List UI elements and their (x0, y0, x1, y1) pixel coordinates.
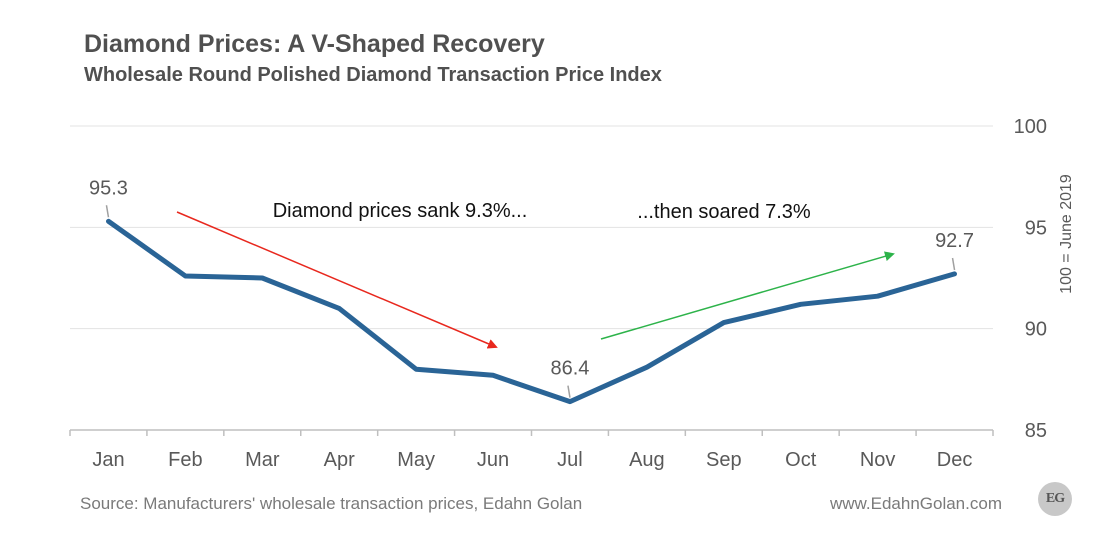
recovery-annotation: ...then soared 7.3% (637, 201, 811, 223)
x-tick-label: Jan (92, 449, 124, 471)
x-tick-label: Dec (937, 449, 973, 471)
decline-annotation: Diamond prices sank 9.3%... (273, 200, 528, 222)
decline-arrow (176, 211, 498, 349)
x-tick-label: Apr (324, 449, 355, 471)
y-tick-label: 100 (1014, 116, 1047, 138)
chart-subtitle: Wholesale Round Polished Diamond Transac… (84, 64, 662, 86)
x-tick-label: Sep (706, 449, 742, 471)
y-tick-label: 95 (1025, 217, 1047, 239)
x-tick-label: May (397, 449, 435, 471)
data-label-leader (567, 385, 571, 398)
eg-logo: EG (1038, 482, 1072, 516)
data-label-leader (105, 205, 110, 218)
y-tick-label: 90 (1025, 319, 1047, 341)
recovery-arrow (600, 251, 895, 340)
data-label-leader (951, 257, 956, 271)
chart-title: Diamond Prices: A V-Shaped Recovery (84, 30, 545, 58)
x-tick-label: Oct (785, 449, 817, 471)
source-note: Source: Manufacturers' wholesale transac… (80, 494, 583, 513)
y-tick-label: 85 (1025, 420, 1047, 442)
y-axis-label: 100 = June 2019 (1058, 174, 1075, 294)
data-label: 86.4 (550, 358, 589, 380)
x-tick-label: Jul (557, 449, 583, 471)
website-link[interactable]: www.EdahnGolan.com (830, 494, 1002, 513)
x-tick-label: Feb (168, 449, 202, 471)
x-tick-label: Aug (629, 449, 665, 471)
series-line (106, 218, 957, 405)
x-tick-label: Jun (477, 449, 509, 471)
data-label: 95.3 (89, 177, 128, 199)
x-tick-label: Nov (860, 449, 896, 471)
data-label: 92.7 (935, 230, 974, 252)
x-tick-label: Mar (245, 449, 280, 471)
